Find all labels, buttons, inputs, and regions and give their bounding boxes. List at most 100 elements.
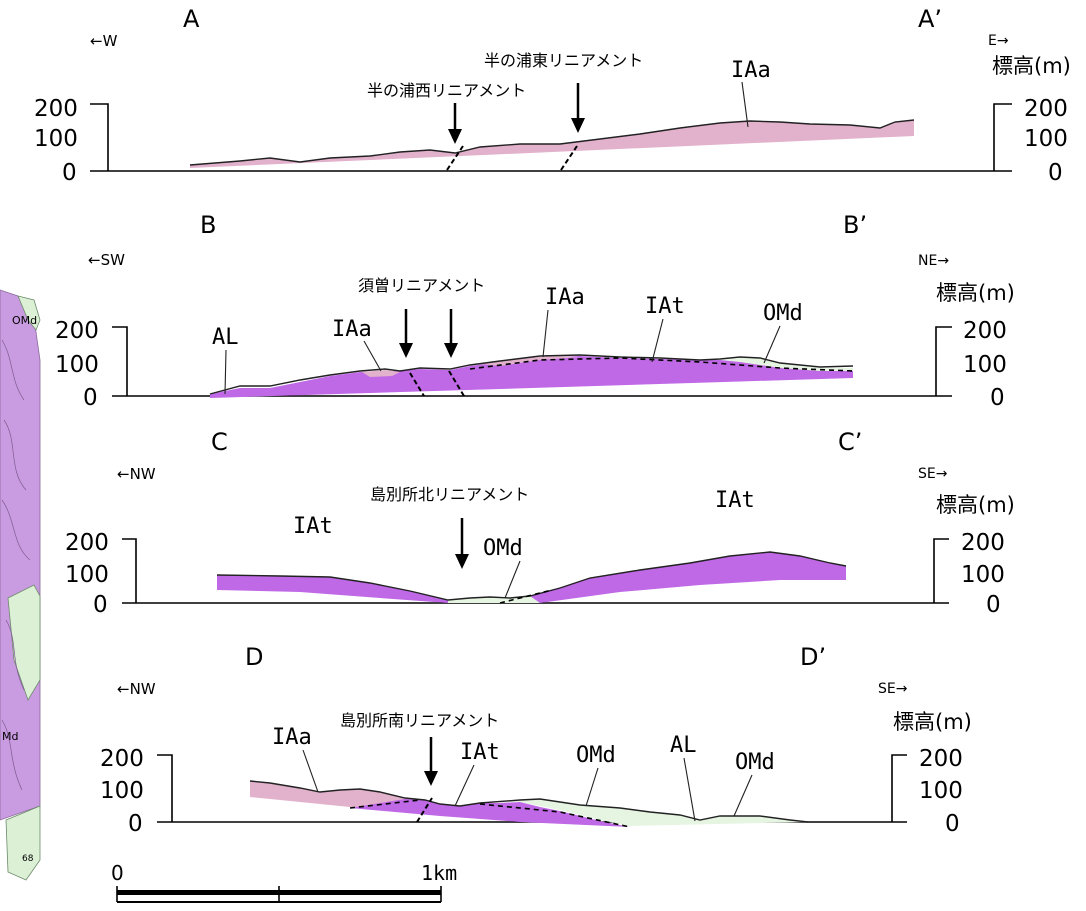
section-d: D D’ ←NW SE→ 標高(m) 200 100 0 200 100 0 島…: [100, 643, 972, 837]
section-d-tick-right-200: 200: [919, 746, 963, 772]
map-contours: [1, 339, 31, 791]
section-a-fault-west: [446, 145, 464, 171]
section-c-end-label: C’: [838, 428, 862, 456]
map-green-area-3: [5, 805, 41, 881]
section-a-right-axis: [993, 103, 1012, 171]
section-d-end-label: D’: [800, 643, 826, 671]
section-d-right-axis: [891, 754, 907, 822]
section-d-fault: [416, 797, 433, 823]
section-c: C C’ ←NW SE→ 標高(m) 200 100 0 200 100 0 島…: [65, 428, 1015, 618]
section-c-unit-label-iat-east: IAt: [715, 488, 755, 513]
section-b-unit-omd: [720, 358, 853, 371]
section-b-tick-left-0: 0: [83, 385, 98, 411]
section-a-arrow-west-head: [448, 129, 462, 144]
scale-bar-end-label: 1km: [421, 861, 457, 885]
section-d-start-label: D: [245, 643, 263, 671]
section-b-unit-iaa-1: [362, 370, 400, 377]
section-c-arrow-head: [455, 554, 469, 569]
section-b-dir-left: ←SW: [88, 251, 125, 269]
section-c-tick-right-200: 200: [961, 530, 1005, 556]
section-d-elev-unit: 標高(m): [893, 710, 972, 734]
section-b-arrow-2-head: [444, 343, 458, 358]
section-c-left-axis: [122, 538, 137, 603]
section-b-unit-iaa-2: [480, 356, 580, 366]
section-b-leader-al: [224, 349, 227, 395]
section-d-unit-omd: [480, 799, 808, 826]
map-green-area-2: [7, 584, 41, 701]
section-d-surface: [249, 780, 809, 823]
section-c-tick-left-200: 200: [65, 530, 109, 556]
section-d-tick-left-0: 0: [128, 811, 143, 837]
section-a-elev-unit: 標高(m): [992, 54, 1071, 78]
section-a-tick-left-0: 0: [62, 160, 77, 186]
section-b-tick-right-0: 0: [990, 385, 1005, 411]
section-c-right-axis: [933, 538, 949, 603]
section-d-left-axis: [157, 754, 173, 822]
section-c-dir-right: SE→: [918, 466, 948, 482]
section-c-start-label: C: [211, 428, 228, 456]
section-d-tick-left-100: 100: [100, 778, 144, 804]
section-d-dir-left: ←NW: [117, 680, 156, 698]
section-a-tick-left-200: 200: [34, 96, 78, 122]
section-c-lineament: 島別所北リニアメント: [370, 485, 529, 504]
section-c-unit-iat-east: [530, 552, 846, 603]
section-a-unit-label-iaa: IAa: [731, 58, 771, 83]
section-c-tick-right-100: 100: [961, 562, 1005, 588]
section-b-surface: [209, 354, 854, 395]
section-d-leader-iaa: [302, 749, 319, 793]
map-green-area-1: [17, 295, 41, 331]
section-b-unit-iat: [210, 356, 853, 398]
section-b-unit-label-iaa-2: IAa: [545, 285, 585, 310]
section-b-tick-right-100: 100: [963, 352, 1007, 378]
section-b-unit-label-omd: OMd: [763, 301, 803, 326]
section-d-unit-label-omd-2: OMd: [735, 750, 775, 775]
section-d-tick-left-200: 200: [100, 746, 144, 772]
section-b-lineament: 須曽リニアメント: [358, 276, 485, 295]
section-a-fault-east: [560, 145, 578, 171]
section-d-unit-iat: [350, 799, 630, 827]
section-d-leader-omd-1: [585, 767, 599, 807]
section-b-leader-iaa-1: [363, 340, 382, 372]
section-a-tick-right-200: 200: [1024, 96, 1068, 122]
section-d-unit-iaa: [250, 781, 422, 808]
section-b-tick-left-100: 100: [55, 352, 99, 378]
map-label-md: Md: [2, 730, 18, 743]
scale-bar-start-label: 0: [111, 861, 124, 885]
section-d-arrow-head: [424, 771, 438, 786]
section-d-dir-right: SE→: [878, 681, 908, 697]
section-d-unit-label-omd-1: OMd: [576, 743, 616, 768]
section-a-tick-right-0: 0: [1048, 160, 1063, 186]
section-d-unit-label-iat: IAt: [460, 740, 500, 765]
section-d-tick-right-100: 100: [919, 778, 963, 804]
map-strip: OMd Md 68: [0, 289, 41, 881]
section-c-unit-label-omd: OMd: [483, 536, 523, 561]
section-c-unit-iat-west: [217, 575, 448, 603]
section-c-tick-right-0: 0: [986, 592, 1001, 618]
section-a-leader-iaa: [741, 81, 749, 128]
section-b-arrow-1-head: [399, 343, 413, 358]
section-b-dir-right: NE→: [918, 253, 949, 269]
section-d-leader-iat: [454, 764, 475, 807]
section-d-leader-omd-2: [733, 774, 753, 817]
section-c-elev-unit: 標高(m): [936, 493, 1015, 517]
section-a-arrow-east-head: [571, 118, 585, 133]
section-a-start-label: A: [183, 5, 200, 33]
section-d-unit-label-iaa: IAa: [272, 725, 312, 750]
section-b-tick-right-200: 200: [963, 318, 1007, 344]
section-d-contact-dashed-lower: [479, 803, 631, 828]
section-b-start-label: B: [200, 211, 216, 239]
section-a-tick-right-100: 100: [1024, 126, 1068, 152]
section-a-tick-left-100: 100: [34, 126, 78, 152]
section-b-leader-iaa-2: [542, 309, 549, 358]
section-c-leader-omd: [504, 560, 521, 599]
section-b-elev-unit: 標高(m): [936, 281, 1015, 305]
section-d-contact-dashed-upper: [349, 799, 421, 809]
section-b-tick-left-200: 200: [55, 318, 99, 344]
section-b-leader-iat: [651, 318, 664, 363]
section-b-end-label: B’: [843, 211, 867, 239]
section-d-lineament: 島別所南リニアメント: [340, 711, 499, 730]
section-b-fault-1: [409, 372, 425, 397]
section-a-lineament-west: 半の浦西リニアメント: [367, 81, 526, 100]
section-b-left-axis: [112, 326, 128, 396]
